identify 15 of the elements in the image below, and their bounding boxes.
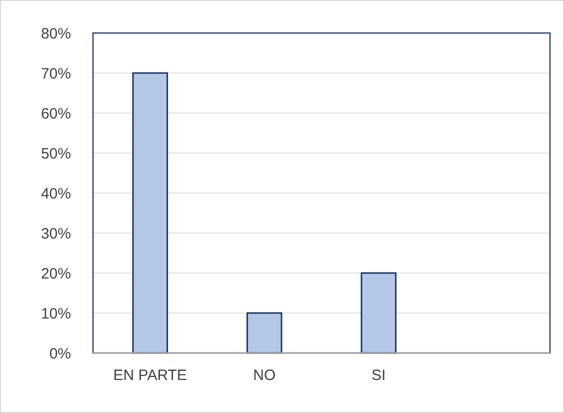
- y-tick-label: 30%: [40, 225, 71, 242]
- x-tick-label: EN PARTE: [113, 367, 187, 384]
- y-tick-label: 60%: [40, 105, 71, 122]
- x-tick-label: NO: [253, 367, 276, 384]
- y-tick-label: 50%: [40, 145, 71, 162]
- y-tick-label: 20%: [40, 265, 71, 282]
- y-tick-label: 70%: [40, 65, 71, 82]
- bar: [246, 312, 282, 354]
- x-tick-label: SI: [372, 367, 386, 384]
- y-tick-label: 0%: [49, 345, 71, 362]
- y-tick-label: 40%: [40, 185, 71, 202]
- y-tick-label: 80%: [40, 25, 71, 42]
- bar: [132, 72, 168, 354]
- bar: [360, 272, 397, 354]
- y-tick-label: 10%: [40, 305, 71, 322]
